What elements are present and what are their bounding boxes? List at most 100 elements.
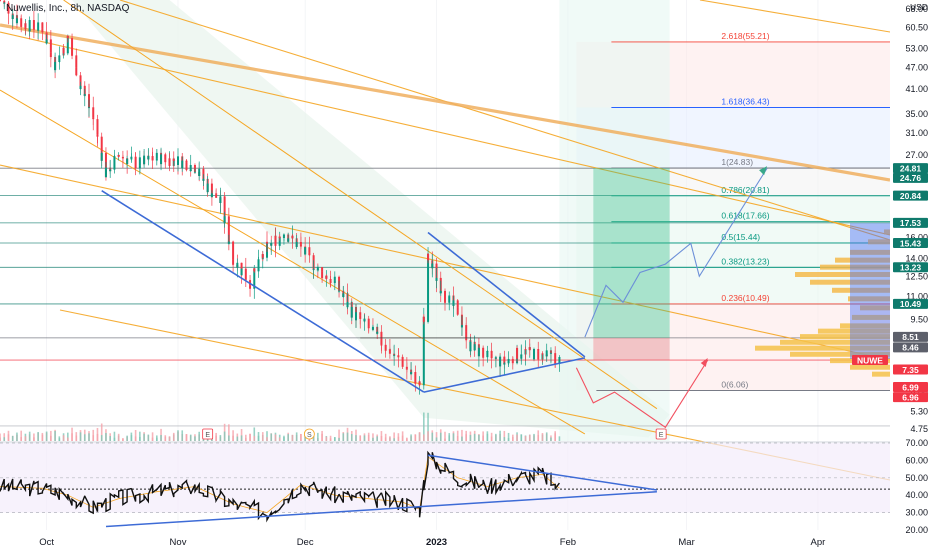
candle-body — [249, 285, 252, 289]
time-label: Mar — [678, 537, 694, 548]
price-badge-label: 17.53 — [900, 218, 922, 228]
volume-bar — [533, 433, 535, 441]
candle-body — [295, 242, 298, 247]
volume-bar — [194, 436, 196, 441]
candle-body — [401, 363, 404, 367]
price-badge — [893, 238, 928, 249]
volume-bar — [33, 437, 35, 441]
volume-bar — [261, 432, 264, 441]
time-label: Feb — [560, 537, 576, 548]
candle-body — [329, 280, 332, 284]
volume-bar — [423, 434, 425, 441]
candle-body — [299, 244, 302, 247]
volume-bar — [321, 430, 323, 441]
volume-bar — [401, 435, 404, 441]
candle-body — [507, 358, 510, 361]
volume-bar — [520, 434, 523, 441]
price-tick: 9.50 — [910, 315, 928, 325]
candle-body — [41, 28, 44, 33]
volume-bar — [406, 437, 408, 441]
price-tick: 31.00 — [905, 128, 928, 138]
candle-body — [7, 2, 10, 8]
candle-body — [257, 265, 260, 272]
volume-profile-bar — [835, 257, 890, 263]
volume-bar — [232, 430, 234, 441]
candle-body — [126, 158, 129, 165]
volume-bar — [380, 435, 383, 441]
price-badge-label: 15.43 — [900, 238, 922, 248]
channel-upper — [63, 0, 658, 410]
candle-body — [71, 38, 74, 56]
candle-body — [316, 267, 319, 271]
volume-bar — [397, 436, 400, 441]
candle-body — [490, 353, 493, 359]
price-badge-label: 6.99 — [902, 382, 919, 392]
volume-bar — [435, 432, 438, 441]
volume-bar — [427, 412, 429, 441]
rsi-tick: 60.00 — [905, 455, 928, 465]
volume-bar — [249, 433, 251, 441]
candle-body — [558, 356, 561, 364]
volume-bar — [545, 432, 548, 441]
volume-bar — [71, 433, 73, 441]
volume-profile-bar — [795, 272, 890, 278]
candle-body — [287, 238, 290, 242]
price-badge — [893, 381, 928, 392]
fib-label: 2.618(55.21) — [721, 31, 769, 41]
volume-bar — [503, 437, 506, 441]
candle-body — [291, 235, 294, 239]
volume-bar — [58, 436, 61, 441]
volume-bar — [232, 435, 234, 441]
volume-bar — [461, 429, 463, 441]
volume-bar — [126, 435, 128, 441]
candle-body — [444, 301, 446, 303]
candle-body — [219, 196, 222, 204]
candle-body — [62, 47, 65, 54]
volume-bar — [338, 429, 340, 441]
candle-body — [210, 193, 213, 198]
time-label: Nov — [170, 537, 187, 548]
volume-bar — [317, 432, 319, 441]
candle-body — [371, 326, 374, 330]
candle-body — [545, 350, 548, 357]
volume-profile-bar — [800, 334, 890, 340]
volume-bar — [274, 434, 277, 441]
volume-bar — [79, 432, 82, 441]
price-badge-label: 8.46 — [902, 343, 919, 353]
price-tick: 60.50 — [905, 22, 928, 32]
volume-bar — [558, 436, 561, 441]
thick-trend-line — [0, 23, 891, 182]
volume-bar — [67, 437, 69, 441]
candle-body — [460, 325, 463, 328]
candle-body — [155, 152, 158, 159]
candle-body — [143, 155, 146, 165]
candle-body — [448, 295, 451, 297]
volume-bar — [16, 432, 18, 441]
volume-bar — [257, 435, 260, 441]
volume-bar — [528, 434, 531, 441]
volume-bar — [92, 435, 95, 441]
volume-bar — [384, 433, 387, 441]
volume-profile-bar — [852, 314, 890, 320]
price-badge-label: NUWE — [857, 355, 883, 365]
price-badge — [893, 190, 928, 201]
candle-body — [549, 353, 552, 354]
candle-body — [469, 341, 472, 352]
candle-body — [278, 236, 281, 238]
fib-label: 0.5(15.44) — [721, 232, 760, 242]
candle-body — [393, 355, 396, 357]
volume-bar — [11, 435, 14, 441]
price-tick: 4.75 — [910, 424, 928, 434]
volume-bar — [240, 435, 243, 441]
candle-body — [206, 183, 209, 193]
candle-body — [253, 268, 256, 272]
candle-body — [160, 154, 163, 165]
volume-bar — [312, 434, 315, 441]
volume-bar — [253, 435, 256, 441]
event-marker — [303, 428, 315, 440]
candle-body — [363, 318, 366, 322]
bear-projection — [575, 359, 709, 429]
projection-zone — [559, 0, 670, 441]
